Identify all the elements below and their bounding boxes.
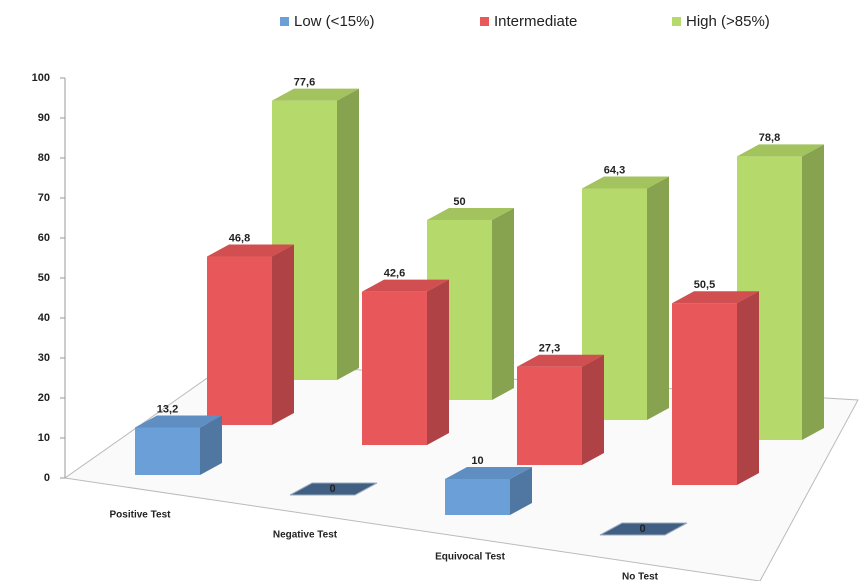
value-label: 42,6 (384, 268, 405, 280)
bar-side (647, 176, 669, 420)
y-tick-label: 40 (38, 312, 50, 324)
bar-top (135, 415, 222, 428)
bar-top (362, 279, 449, 292)
bar (672, 303, 737, 485)
bar (135, 427, 200, 475)
bar-top (582, 176, 669, 189)
x-tick-label: Equivocal Test (435, 552, 506, 563)
value-label: 13,2 (157, 403, 178, 415)
bar (445, 479, 510, 515)
y-tick-label: 80 (38, 152, 50, 164)
legend-label: Low (<15%) (294, 13, 374, 30)
value-label: 46,8 (229, 232, 250, 244)
value-label: 0 (329, 483, 335, 495)
bar-side (510, 467, 532, 515)
legend-label: Intermediate (494, 13, 577, 30)
legend-swatch (672, 17, 681, 26)
y-tick-label: 10 (38, 432, 50, 444)
value-label: 64,3 (604, 164, 625, 176)
x-tick-label: Positive Test (110, 510, 172, 521)
y-tick-label: 20 (38, 392, 50, 404)
y-tick-label: 50 (38, 272, 50, 284)
bar-side (802, 144, 824, 440)
bar-side (582, 354, 604, 465)
value-label: 27,3 (539, 343, 560, 355)
value-label: 77,6 (294, 77, 315, 89)
y-tick-label: 30 (38, 352, 50, 364)
bar-top (207, 244, 294, 257)
y-tick-label: 90 (38, 112, 50, 124)
bar (207, 256, 272, 425)
bar (362, 291, 427, 445)
value-label: 0 (639, 523, 645, 535)
bar-side (492, 208, 514, 400)
legend-swatch (280, 17, 289, 26)
y-tick-label: 0 (44, 472, 50, 484)
bar-side (427, 279, 449, 445)
y-tick-label: 70 (38, 192, 50, 204)
x-tick-label: No Test (622, 572, 659, 581)
bar-top (737, 144, 824, 157)
value-label: 50,5 (694, 279, 715, 291)
bar-top (517, 354, 604, 367)
y-tick-label: 100 (32, 72, 50, 84)
bar-top (427, 208, 514, 220)
value-label: 50 (453, 196, 465, 208)
bar-side (737, 291, 759, 485)
legend-label: High (>85%) (686, 13, 770, 30)
bar-top (599, 522, 688, 536)
bar-top (445, 467, 532, 479)
y-tick-label: 60 (38, 232, 50, 244)
bar-top (272, 88, 359, 101)
bar-top (672, 291, 759, 304)
value-label: 10 (471, 455, 483, 467)
bar-side (200, 415, 222, 475)
bar-side (337, 88, 359, 380)
x-tick-label: Negative Test (273, 530, 338, 541)
legend-swatch (480, 17, 489, 26)
value-label: 78,8 (759, 132, 780, 144)
bar-side (272, 244, 294, 425)
bar (517, 366, 582, 465)
bar-top (289, 482, 378, 496)
